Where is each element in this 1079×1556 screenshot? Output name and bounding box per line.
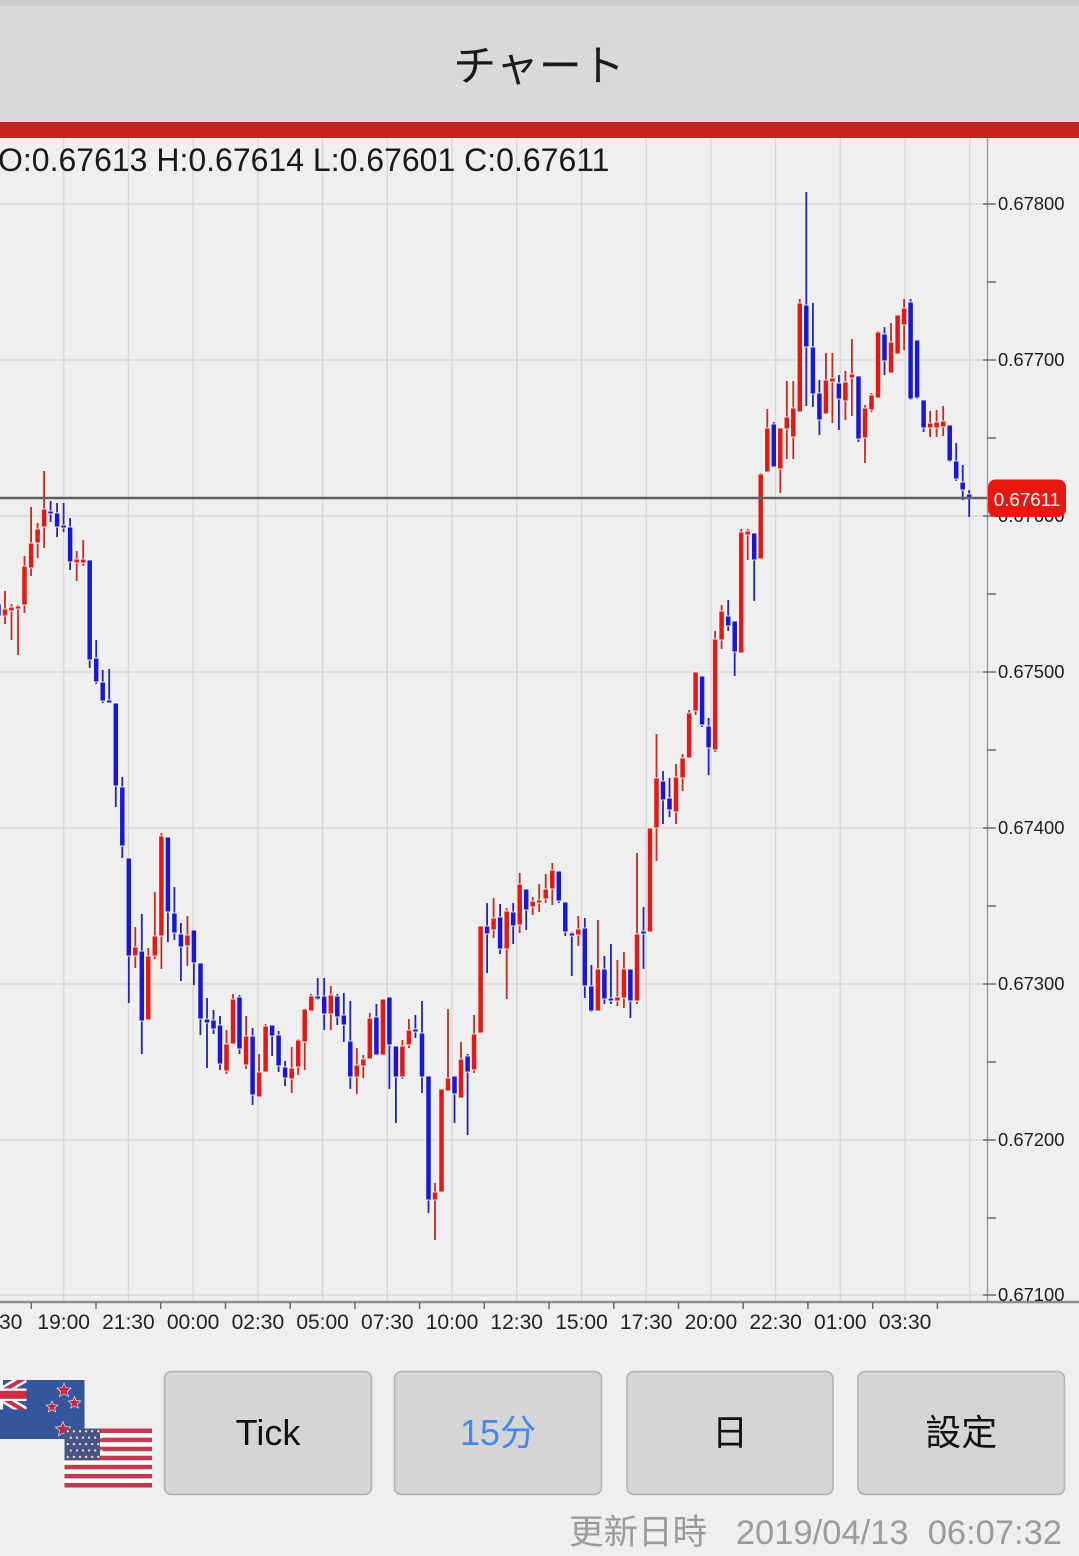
svg-text:17:30: 17:30 xyxy=(620,1311,673,1334)
svg-text:05:00: 05:00 xyxy=(296,1311,349,1334)
svg-text:設定: 設定 xyxy=(925,1412,997,1453)
svg-text:更新日時 2019/04/13 06:07:32: 更新日時 2019/04/13 06:07:32 xyxy=(569,1514,1062,1552)
svg-text:10:00: 10:00 xyxy=(426,1311,479,1334)
svg-text:日: 日 xyxy=(712,1412,748,1453)
svg-text:0.67500: 0.67500 xyxy=(998,661,1064,682)
svg-text:12:30: 12:30 xyxy=(490,1311,543,1334)
svg-text:0.67400: 0.67400 xyxy=(998,817,1064,838)
svg-text:0.67800: 0.67800 xyxy=(998,193,1064,214)
svg-text:0.67300: 0.67300 xyxy=(998,973,1064,994)
svg-text:02:30: 02:30 xyxy=(232,1311,285,1334)
svg-text:15:00: 15:00 xyxy=(555,1311,608,1334)
svg-text:20:00: 20:00 xyxy=(685,1311,738,1334)
svg-text:0.67100: 0.67100 xyxy=(998,1284,1064,1305)
svg-text:19:00: 19:00 xyxy=(37,1311,90,1334)
svg-text:0.67700: 0.67700 xyxy=(998,349,1064,370)
svg-text:O:0.67613 H:0.67614 L:0.67601: O:0.67613 H:0.67614 L:0.67601 C:0.67611 xyxy=(0,142,609,178)
svg-text:Tick: Tick xyxy=(236,1412,302,1453)
svg-text:03:30: 03:30 xyxy=(879,1311,932,1334)
svg-text:22:30: 22:30 xyxy=(749,1311,802,1334)
svg-text:15分: 15分 xyxy=(460,1412,536,1453)
svg-text:00:00: 00:00 xyxy=(167,1311,220,1334)
svg-text:21:30: 21:30 xyxy=(102,1311,155,1334)
svg-text:0.67611: 0.67611 xyxy=(994,489,1061,510)
svg-text:チャート: チャート xyxy=(453,43,625,91)
svg-text:01:00: 01:00 xyxy=(814,1311,867,1334)
svg-text:30: 30 xyxy=(0,1311,22,1334)
svg-text:0.67200: 0.67200 xyxy=(998,1129,1064,1150)
svg-text:07:30: 07:30 xyxy=(361,1311,414,1334)
